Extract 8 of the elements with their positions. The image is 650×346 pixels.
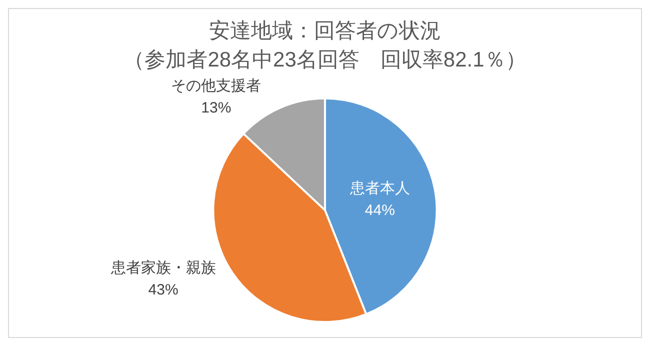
chart-subtitle: （参加者28名中23名回答 回収率82.1％）: [124, 48, 526, 72]
data-label: 43%: [148, 281, 178, 298]
slice-label: その他支援者: [171, 77, 262, 94]
slice-label: 患者本人: [348, 180, 410, 197]
data-label: 44%: [364, 202, 395, 219]
slice-label: 患者家族・親族: [110, 259, 216, 276]
data-label: 13%: [201, 99, 232, 116]
chart-title: 安達地域：回答者の状況: [209, 19, 441, 42]
